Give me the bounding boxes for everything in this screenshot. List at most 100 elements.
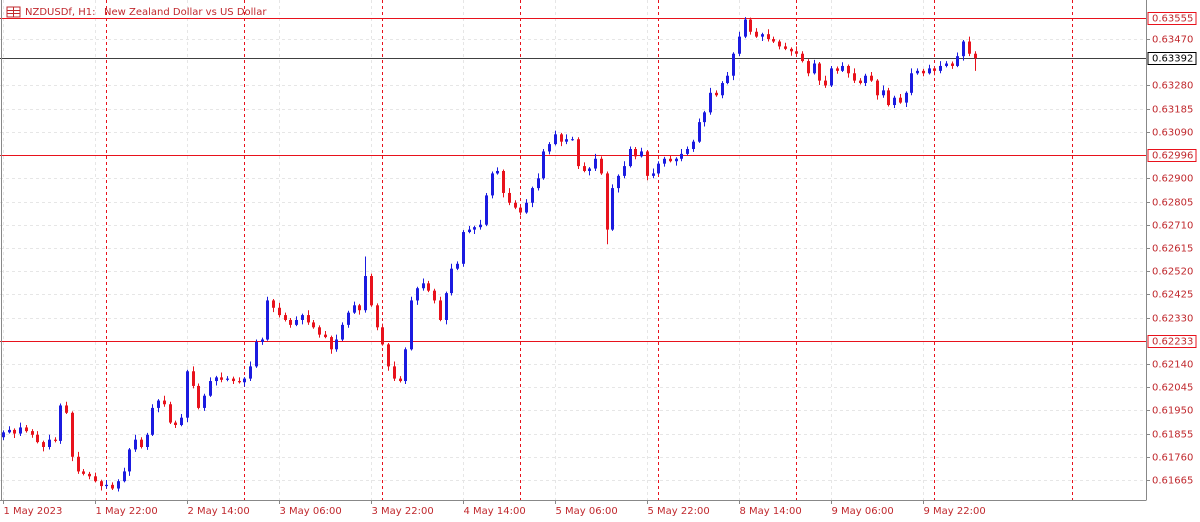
candle-body <box>968 41 971 54</box>
x-tick-label: 3 May 22:00 <box>372 506 434 517</box>
candle-body <box>749 19 752 32</box>
candle-body <box>324 334 327 338</box>
price-label: 0.63392 <box>1152 54 1193 65</box>
candle-body <box>197 385 200 408</box>
candle-body <box>186 371 189 418</box>
candle-body <box>249 366 252 379</box>
candle-body <box>882 90 885 96</box>
candle-body <box>928 68 931 74</box>
candle-body <box>433 290 436 301</box>
candle-body <box>939 65 942 71</box>
candle-body <box>767 34 770 40</box>
candle-body <box>554 134 557 145</box>
candle-body <box>916 70 919 74</box>
candle-body <box>2 432 5 438</box>
candle-body <box>243 378 246 383</box>
candle-body <box>818 63 821 81</box>
chart-symbol: NZDUSDf, H1: <box>25 7 96 18</box>
price-label-box <box>1147 52 1197 65</box>
y-tick-label: 0.63090 <box>1152 128 1193 139</box>
candle-body <box>870 75 873 81</box>
candle-body <box>215 377 218 382</box>
candle-body <box>841 65 844 71</box>
candle-body <box>537 178 540 189</box>
candle-body <box>698 122 701 142</box>
x-tick-label: 9 May 22:00 <box>924 506 986 517</box>
y-tick-label: 0.62330 <box>1152 314 1193 325</box>
candle-body <box>341 324 344 340</box>
candle-body <box>709 92 712 113</box>
y-tick-label: 0.61760 <box>1152 453 1193 464</box>
candle-body <box>933 68 936 71</box>
candle-body <box>847 65 850 74</box>
candle-body <box>899 97 902 103</box>
candle-body <box>784 46 787 49</box>
candle-body <box>36 434 39 443</box>
candle-body <box>94 476 97 482</box>
candle-body <box>370 276 373 306</box>
candle-body <box>646 151 649 176</box>
candle-body <box>669 158 672 162</box>
x-tick-label: 5 May 06:00 <box>556 506 618 517</box>
candle-body <box>203 395 206 408</box>
candle-body <box>42 442 45 447</box>
candle-body <box>583 166 586 171</box>
candle-body <box>399 378 402 382</box>
candle-body <box>117 481 120 489</box>
candle-body <box>19 427 22 434</box>
candle-body <box>261 339 264 342</box>
candle-body <box>255 341 258 367</box>
candle-body <box>910 73 913 93</box>
candle-body <box>295 319 298 325</box>
x-tick-label: 1 May 22:00 <box>96 506 158 517</box>
candle-body <box>887 90 890 106</box>
candle-body <box>905 92 908 103</box>
candle-body <box>772 39 775 42</box>
x-tick-label: 2 May 14:00 <box>188 506 250 517</box>
candle-body <box>376 305 379 328</box>
candle-body <box>192 371 195 386</box>
candle-body <box>180 417 183 426</box>
candle-body <box>284 315 287 320</box>
candle-body <box>508 192 511 203</box>
candle-body <box>140 439 143 447</box>
candle-body <box>100 481 103 487</box>
candle-body <box>439 300 442 320</box>
candle-body <box>220 377 223 380</box>
candle-body <box>427 283 430 291</box>
candle-body <box>726 75 729 84</box>
candle-body <box>422 283 425 289</box>
candle-body <box>134 439 137 450</box>
x-tick-label: 3 May 06:00 <box>280 506 342 517</box>
candle-body <box>13 429 16 434</box>
candle-body <box>473 227 476 230</box>
levels <box>0 18 1146 342</box>
x-tick-label: 1 May 2023 <box>4 506 63 517</box>
candle-body <box>795 51 798 54</box>
candle-body <box>790 48 793 52</box>
candle-body <box>307 315 310 323</box>
candle-body <box>330 337 333 350</box>
y-tick-label: 0.62140 <box>1152 360 1193 371</box>
candle-body <box>468 229 471 233</box>
candle-body <box>813 63 816 74</box>
candle-body <box>404 349 407 382</box>
candle-body <box>778 41 781 47</box>
candle-body <box>163 400 166 405</box>
y-tick-label: 0.62805 <box>1152 198 1193 209</box>
y-tick-label: 0.62900 <box>1152 174 1193 185</box>
candle-body <box>744 19 747 37</box>
candle-body <box>962 41 965 57</box>
candle-body <box>65 405 68 413</box>
candle-body <box>864 75 867 84</box>
candle-body <box>502 170 505 193</box>
candle-body <box>634 148 637 157</box>
candle-body <box>289 319 292 325</box>
y-tick-label: 0.61950 <box>1152 406 1193 417</box>
candle-body <box>71 412 74 457</box>
candles <box>2 17 977 492</box>
candle-body <box>318 327 321 335</box>
candle-body <box>951 63 954 66</box>
candle-body <box>715 92 718 96</box>
chart-header: NZDUSDf, H1: New Zealand Dollar vs US Do… <box>6 6 267 18</box>
